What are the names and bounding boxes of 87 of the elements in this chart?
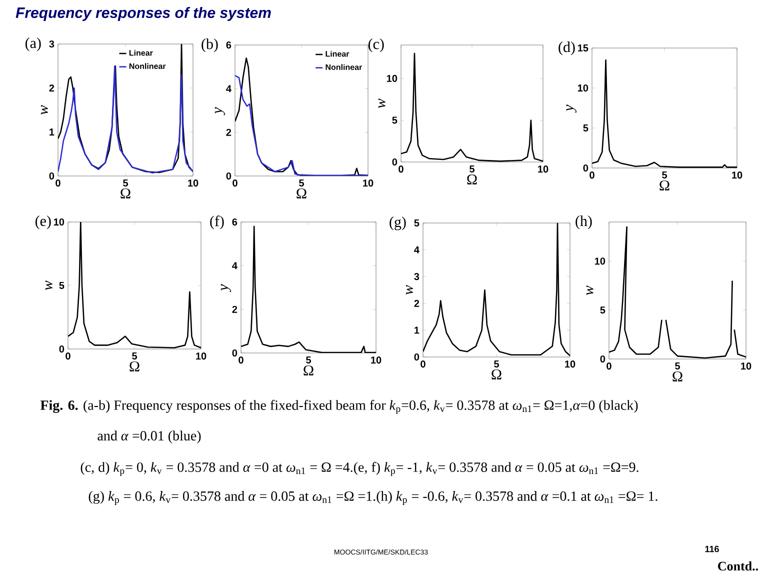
- y-tick-label: 2: [49, 84, 54, 92]
- x-tick-label: 0: [420, 360, 426, 368]
- y-tick-label: 6: [232, 218, 238, 226]
- chart-title: (f): [210, 216, 224, 230]
- x-tick-label: 0: [590, 172, 594, 179]
- y-tick-label: 10: [594, 258, 606, 265]
- x-tick-label: 10: [196, 352, 206, 360]
- x-tick-label: 0: [606, 362, 612, 370]
- y-tick-label: 2: [414, 300, 420, 307]
- y-tick-label: 4: [226, 85, 232, 92]
- x-axis-title: Ω: [130, 361, 140, 372]
- x-axis-title: Ω: [467, 174, 477, 184]
- y-tick-label: 10: [54, 218, 64, 226]
- y-tick-label: 5: [414, 220, 420, 226]
- y-axis-title: w: [45, 280, 52, 290]
- y-axis-title: w: [586, 286, 594, 296]
- line-series: [241, 226, 376, 353]
- y-tick-label: 3: [49, 40, 54, 48]
- x-axis-title: Ω: [296, 188, 306, 198]
- y-tick-label: 1: [414, 326, 420, 334]
- x-tick-label: 10: [538, 166, 548, 173]
- legend-label: Linear: [129, 50, 153, 56]
- x-tick-label: 0: [398, 166, 404, 173]
- y-axis-title: y: [566, 104, 576, 113]
- x-tick-label: 5: [662, 172, 667, 179]
- legend-label: Linear: [326, 50, 350, 57]
- x-tick-label: 5: [675, 362, 680, 370]
- x-tick-label: 5: [123, 180, 128, 187]
- y-axis-title: w: [406, 285, 414, 295]
- x-tick-label: 5: [299, 180, 304, 186]
- x-tick-label: 5: [470, 166, 475, 173]
- y-tick-label: 0: [392, 158, 398, 166]
- text: Contd..: [718, 561, 758, 571]
- y-tick-label: 5: [583, 124, 588, 132]
- x-axis-title: Ω: [660, 180, 670, 190]
- chart-title: (d): [558, 42, 575, 56]
- legend-label: Nonlinear: [326, 64, 362, 70]
- text: (c, d) k$_{p}$= 0, k$_{v}$ = 0.3578 and α =0 at ω$_{n1}$ = Ω =4.(e, f) k$_{p}$= -1, k$_{v}$= 0.3578 and α = 0.05 at ω$_{n1}$ =Ω=9.: [80, 462, 638, 476]
- text: Frequency responses of the system: [16, 7, 271, 21]
- x-tick-label: 0: [238, 356, 244, 364]
- y-tick-label: 2: [226, 128, 232, 136]
- y-axis-title: w: [378, 98, 386, 108]
- chart-title: (b): [202, 38, 218, 52]
- y-tick-label: 4: [414, 246, 420, 254]
- x-tick-label: 10: [363, 180, 374, 187]
- line-series: [592, 59, 737, 168]
- y-tick-label: 5: [59, 282, 64, 289]
- legend-label: Nonlinear: [129, 63, 166, 70]
- x-tick-label: 5: [494, 360, 500, 368]
- y-tick-label: 6: [226, 41, 232, 49]
- y-tick-label: 0: [59, 345, 64, 353]
- y-tick-label: 10: [578, 84, 588, 92]
- line-series: [58, 65, 194, 174]
- x-tick-label: 10: [741, 362, 752, 370]
- chart-title: (a): [25, 38, 41, 52]
- y-tick-label: 5: [392, 116, 398, 124]
- line-series: [68, 222, 202, 348]
- y-tick-label: 10: [386, 74, 398, 82]
- x-axis-title: Ω: [120, 188, 130, 198]
- x-tick-label: 5: [132, 352, 138, 360]
- x-tick-label: 10: [371, 356, 382, 364]
- text: Fig. 6. (a-b) Frequency responses of the fixed-fixed beam for k$_{p}$=0.6, k$_{v}$= 0.3578 at ω$_{n1}$= Ω=1,α=0 (black): [40, 400, 638, 414]
- chart-title: (h): [576, 216, 592, 230]
- text: 116: [705, 546, 719, 552]
- chart-title: (g): [390, 216, 406, 230]
- y-tick-label: 1: [50, 128, 54, 136]
- line-series: [423, 223, 570, 356]
- x-axis-title: Ω: [672, 371, 682, 382]
- y-tick-label: 15: [578, 44, 588, 52]
- text: and α =0.01 (blue): [98, 430, 201, 444]
- x-axis-title: Ω: [304, 365, 314, 376]
- x-tick-label: 0: [66, 352, 70, 360]
- y-tick-label: 5: [600, 306, 606, 314]
- chart-title: (c): [368, 38, 384, 52]
- chart-title: (e): [35, 216, 51, 230]
- x-tick-label: 5: [306, 356, 312, 364]
- y-tick-label: 4: [232, 262, 238, 270]
- y-tick-label: 3: [414, 273, 420, 280]
- text: (g) k$_{p}$ = 0.6, k$_{v}$= 0.3578 and α = 0.05 at ω$_{n1}$ =Ω =1.(h) k$_{p}$ = -0.6, k$_{v}$= 0.3578 and α =0.1 at ω$_{n1}$ =Ω= 1.: [88, 491, 658, 505]
- y-axis-title: y: [220, 284, 232, 292]
- x-tick-label: 10: [188, 180, 198, 187]
- x-axis-title: Ω: [492, 369, 502, 380]
- y-axis-title: w: [41, 105, 48, 115]
- y-tick-label: 2: [232, 306, 238, 313]
- y-axis-title: y: [214, 107, 226, 116]
- x-tick-label: 10: [565, 360, 576, 368]
- x-tick-label: 10: [732, 172, 742, 179]
